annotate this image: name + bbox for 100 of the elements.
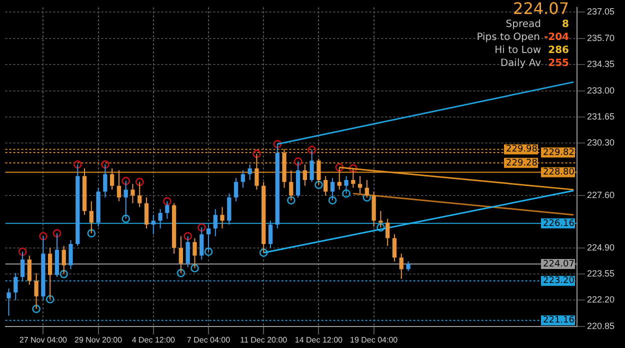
point <box>18 248 27 256</box>
candlestick <box>324 176 328 196</box>
candlestick <box>130 183 135 204</box>
annotation: 8 <box>561 18 569 31</box>
candlestick <box>165 200 170 220</box>
candlestick <box>316 158 321 186</box>
point <box>348 164 358 173</box>
candlestick <box>392 234 397 262</box>
candlestick <box>89 200 94 234</box>
candlestick <box>110 168 114 190</box>
candlestick <box>364 179 369 198</box>
candlestick <box>178 236 184 274</box>
candlestick <box>330 178 335 201</box>
ref-line-label: 223.20 <box>543 276 575 286</box>
x-tick-label: 19 Dec 04:00 <box>350 335 398 344</box>
candlestick <box>138 181 142 208</box>
candlestick <box>289 170 294 201</box>
ref-line-label: 229.28 <box>506 158 538 168</box>
point <box>32 304 40 314</box>
candlestick <box>151 214 156 235</box>
ref-line-label: 221.16 <box>543 316 575 326</box>
ref-line-label: 226.16 <box>543 218 575 229</box>
candlestick <box>386 218 390 246</box>
point <box>122 176 130 186</box>
candlestick <box>68 240 73 270</box>
point <box>52 229 62 238</box>
ref-line-label: 228.80 <box>543 168 575 178</box>
candlestick <box>254 153 259 190</box>
y-tick-label: 224.90 <box>587 242 615 252</box>
annotation: 255 <box>547 57 569 70</box>
point <box>204 248 213 256</box>
annotation: 224.07 <box>512 0 569 18</box>
y-tick-label: 227.60 <box>587 190 615 200</box>
annotation: Pips to Open <box>476 32 540 43</box>
x-tick-label: 11 Dec 20:00 <box>240 335 288 344</box>
ref-line-label: 229.98 <box>506 144 538 155</box>
candlestick <box>6 288 11 316</box>
annotation: 286 <box>547 44 569 57</box>
point <box>163 197 172 206</box>
y-tick-label: 234.35 <box>587 59 615 70</box>
candlestick <box>192 238 197 269</box>
ref-line-label: 224.07 <box>543 259 574 270</box>
candlestick <box>14 272 18 301</box>
candlestick <box>213 208 218 237</box>
y-tick-label: 235.70 <box>587 32 615 43</box>
x-tick-label: 7 Dec 04:00 <box>186 335 231 344</box>
candlestick <box>116 170 122 202</box>
point <box>342 189 350 198</box>
annotation: Hi to Low <box>494 45 541 56</box>
annotation: Spread <box>506 19 541 30</box>
candlestick <box>344 176 348 194</box>
candlestick <box>234 178 238 202</box>
point <box>294 157 302 166</box>
candlestick <box>200 227 204 260</box>
annotation: Daily Av <box>500 58 541 69</box>
point <box>362 193 372 202</box>
candlestick <box>227 193 232 226</box>
candlestick <box>144 196 149 229</box>
point <box>308 146 316 154</box>
point <box>335 163 344 172</box>
x-tick-label: 27 Nov 04:00 <box>19 335 68 344</box>
candlestick <box>186 236 190 268</box>
y-tick-label: 231.65 <box>587 111 615 122</box>
point <box>197 223 206 232</box>
candlestick <box>27 255 32 286</box>
point <box>314 180 323 189</box>
candlestick <box>351 168 356 188</box>
candlestick <box>158 208 162 229</box>
candlestick <box>124 180 128 220</box>
candlestick <box>34 272 38 310</box>
point <box>184 232 192 240</box>
point <box>101 160 110 169</box>
y-tick-label: 237.05 <box>587 6 615 17</box>
candlestick <box>399 253 404 280</box>
y-tick-label: 233.00 <box>587 85 615 96</box>
candlestick <box>406 260 410 272</box>
candlestick <box>220 206 224 229</box>
y-tick-label: 222.20 <box>587 294 615 305</box>
y-tick-label: 223.55 <box>587 268 615 279</box>
candlestick <box>20 251 25 282</box>
point <box>328 196 337 204</box>
candlestick <box>378 210 383 228</box>
point <box>60 270 68 278</box>
annotation: -204 <box>544 31 569 44</box>
x-tick-label: 14 Dec 12:00 <box>294 335 344 344</box>
point <box>87 229 96 238</box>
candlestick <box>248 164 252 180</box>
point <box>122 214 130 223</box>
point <box>176 268 186 278</box>
y-tick-label: 230.30 <box>587 138 615 148</box>
x-tick-label: 29 Nov 20:00 <box>74 335 123 344</box>
candlestick <box>48 247 52 300</box>
point <box>252 150 261 158</box>
candlestick <box>310 149 314 182</box>
candlestick <box>268 220 273 248</box>
point <box>135 178 144 186</box>
x-tick-label: 4 Dec 12:00 <box>132 335 176 344</box>
candlestick <box>240 170 245 188</box>
point <box>376 223 385 232</box>
point <box>273 140 282 148</box>
